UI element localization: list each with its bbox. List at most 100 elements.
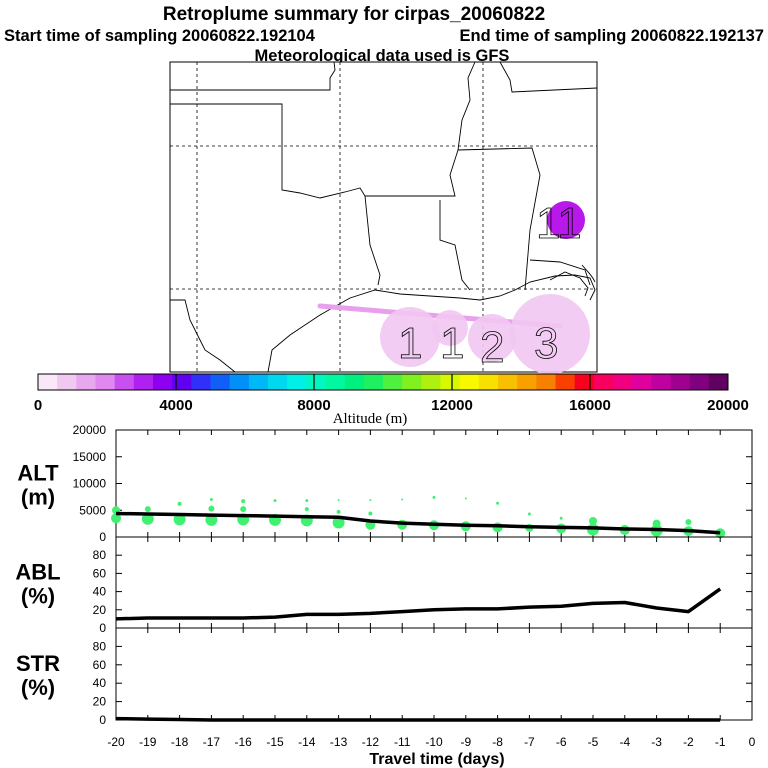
scatter-point bbox=[173, 513, 186, 526]
scatter-point bbox=[559, 516, 563, 520]
scatter-point bbox=[177, 501, 182, 506]
scatter-point bbox=[715, 528, 726, 539]
x-tick-label: -10 bbox=[425, 735, 443, 749]
x-tick-label: -5 bbox=[588, 735, 599, 749]
colorbar-cell bbox=[574, 374, 595, 390]
plume-cluster bbox=[380, 307, 440, 367]
colorbar-cell bbox=[613, 374, 633, 390]
gulf-coastline bbox=[267, 274, 596, 373]
x-tick-label: -16 bbox=[235, 735, 253, 749]
panel-ylabel-units: (%) bbox=[21, 584, 55, 609]
colorbar-cell bbox=[459, 374, 480, 390]
colorbar-cell bbox=[498, 374, 518, 390]
colorbar-cell bbox=[402, 374, 422, 390]
plume-cluster bbox=[547, 201, 585, 239]
scatter-point bbox=[464, 497, 467, 500]
x-tick-label: -13 bbox=[330, 735, 348, 749]
x-tick-label: -7 bbox=[524, 735, 535, 749]
plume-cluster bbox=[510, 294, 590, 374]
colorbar-cell bbox=[38, 374, 58, 390]
colorbar-cell bbox=[76, 374, 96, 390]
state-border bbox=[365, 61, 476, 197]
x-tick-label: -4 bbox=[619, 735, 630, 749]
y-tick-label: 0 bbox=[99, 713, 106, 727]
series-line-alt bbox=[115, 511, 721, 535]
border-rio-grande bbox=[170, 299, 236, 373]
cluster-label: 1 bbox=[398, 319, 422, 368]
colorbar-frame bbox=[37, 373, 729, 391]
colorbar-cell bbox=[440, 374, 461, 390]
colorbar-cell bbox=[153, 374, 173, 390]
scatter-point bbox=[685, 519, 692, 526]
x-tick-label: -17 bbox=[203, 735, 221, 749]
colorbar-tick-label: 4000 bbox=[159, 397, 192, 414]
panel-frame bbox=[115, 536, 753, 629]
scatter-point bbox=[401, 498, 404, 501]
plume-cluster bbox=[468, 314, 516, 362]
end-time-label: End time of sampling 20060822.192137 bbox=[460, 27, 765, 45]
state-border bbox=[364, 195, 381, 286]
plume-clusters bbox=[380, 201, 590, 374]
colorbar-cell bbox=[689, 374, 710, 390]
colorbar-cell bbox=[363, 374, 384, 390]
colorbar-cell bbox=[593, 374, 614, 390]
colorbar-cell bbox=[114, 374, 135, 390]
state-border bbox=[439, 200, 471, 291]
x-tick-label: -9 bbox=[460, 735, 471, 749]
panel-abl: 0 20 40 60 80 ABL(%) bbox=[15, 536, 753, 635]
scatter-point bbox=[337, 499, 340, 502]
plume-cluster bbox=[432, 310, 468, 346]
scatter-point bbox=[241, 499, 246, 504]
scatter-point bbox=[369, 499, 372, 502]
cluster-label: 2 bbox=[480, 323, 504, 372]
x-axis-label: Travel time (days) bbox=[369, 751, 504, 768]
scatter-point bbox=[652, 519, 661, 528]
state-border bbox=[499, 61, 598, 93]
scatter-point bbox=[368, 511, 373, 516]
y-tick-label: 10000 bbox=[73, 477, 107, 491]
y-tick-label: 0 bbox=[99, 530, 106, 544]
colorbar-cell bbox=[383, 374, 403, 390]
met-data-label: Meteorological data used is GFS bbox=[255, 47, 510, 65]
panel-ylabel-units: (m) bbox=[21, 485, 55, 510]
cluster-label: 1 bbox=[440, 319, 464, 368]
start-time-label: Start time of sampling 20060822.192104 bbox=[4, 27, 316, 45]
time-series-panels: 05000100001500020000ALT(m)020406080ABL(%… bbox=[15, 423, 755, 749]
panel-ylabel: ABL bbox=[15, 560, 60, 585]
scatter-point bbox=[496, 501, 500, 505]
scatter-point bbox=[209, 498, 213, 502]
series-line-str bbox=[115, 716, 721, 722]
y-tick-label: 60 bbox=[93, 566, 107, 580]
x-tick-label: -12 bbox=[362, 735, 380, 749]
cluster-scatter bbox=[111, 495, 726, 539]
panel-ylabel-units: (%) bbox=[21, 675, 55, 700]
coast-detail bbox=[581, 264, 596, 283]
x-tick-label: -19 bbox=[139, 735, 157, 749]
colorbar-cell bbox=[210, 374, 231, 390]
colorbar-title: Altitude (m) bbox=[333, 411, 408, 427]
x-tick-label: -15 bbox=[266, 735, 284, 749]
y-tick-label: 20000 bbox=[73, 423, 107, 437]
colorbar-cell bbox=[708, 374, 729, 390]
x-tick-label: -14 bbox=[298, 735, 316, 749]
x-tick-label: 0 bbox=[749, 735, 756, 749]
scatter-point bbox=[305, 499, 309, 503]
colorbar-cell bbox=[191, 374, 211, 390]
y-tick-label: 80 bbox=[93, 639, 107, 653]
state-border bbox=[457, 147, 541, 291]
scatter-point bbox=[336, 509, 341, 514]
x-tick-label: -1 bbox=[715, 735, 726, 749]
scatter-point bbox=[332, 516, 345, 529]
colorbar-cell bbox=[344, 374, 365, 390]
colorbar-cell bbox=[555, 374, 576, 390]
scatter-point bbox=[208, 505, 215, 512]
colorbar-tick-label: 0 bbox=[34, 397, 42, 414]
scatter-point bbox=[304, 507, 309, 512]
map-panel: 1 1 2 3 11 bbox=[169, 61, 598, 374]
cluster-labels: 1 1 2 3 11 bbox=[398, 199, 582, 373]
y-tick-label: 80 bbox=[93, 548, 107, 562]
colorbar-cell bbox=[57, 374, 77, 390]
x-tick-label: -11 bbox=[394, 735, 411, 749]
colorbar-cell bbox=[229, 374, 250, 390]
